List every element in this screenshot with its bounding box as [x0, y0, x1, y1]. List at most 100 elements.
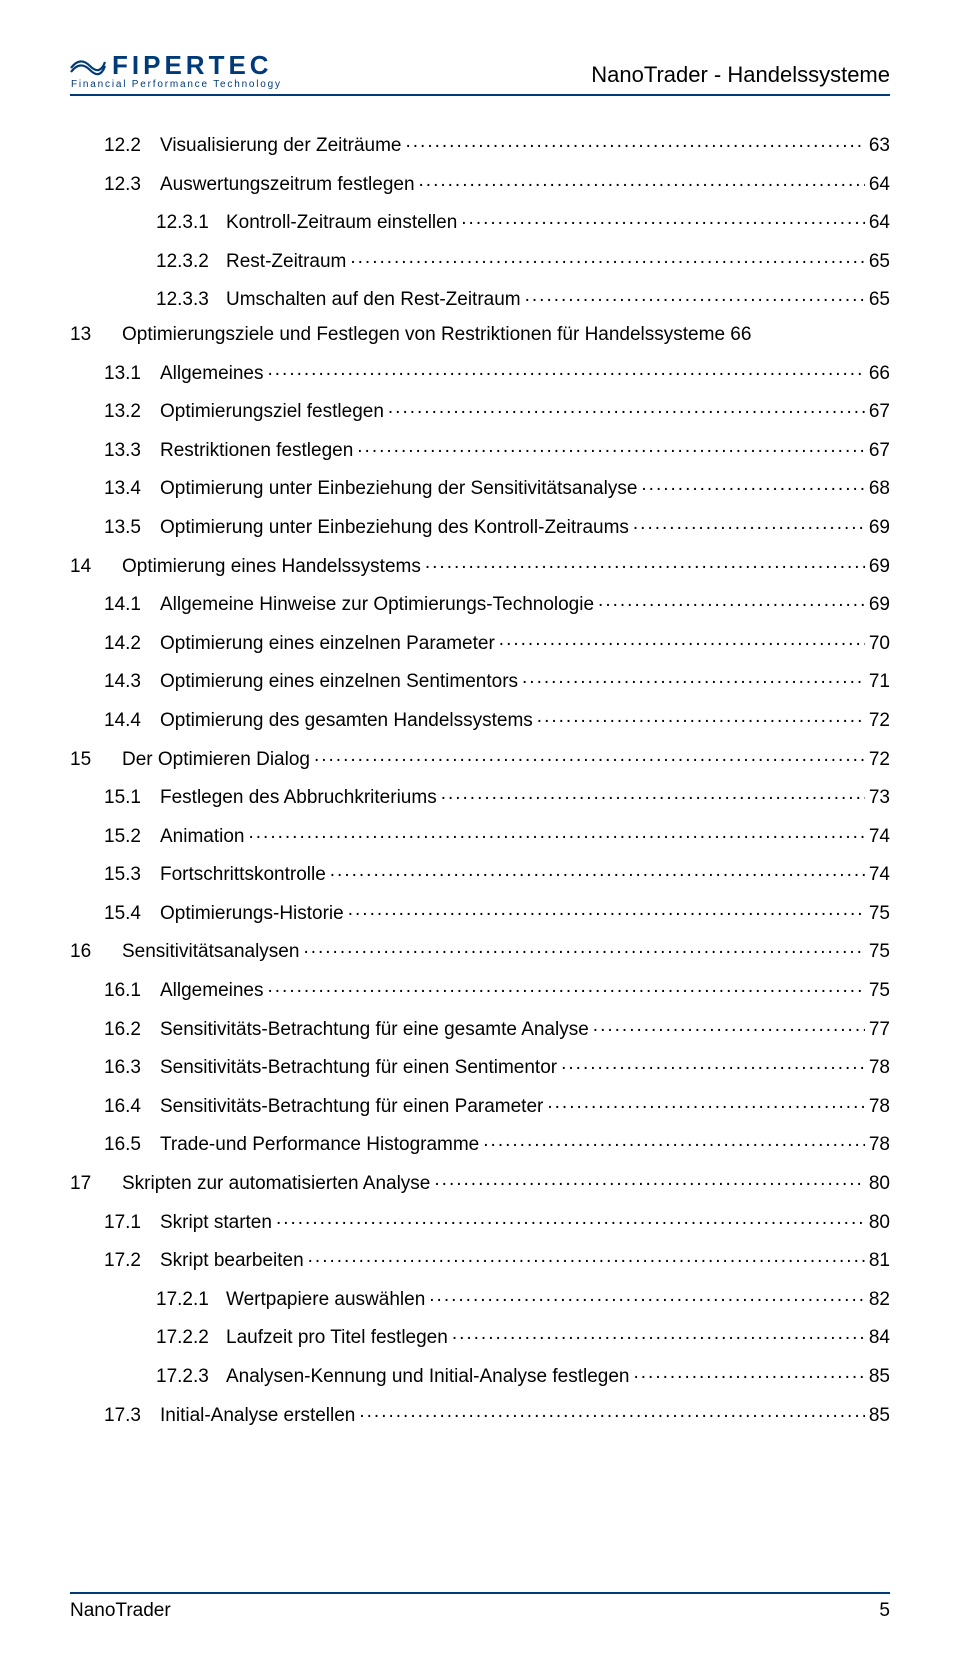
toc-title: Trade-und Performance Histogramme [160, 1135, 479, 1154]
toc-leader-dots [268, 977, 865, 996]
toc-entry[interactable]: 17.2.1Wertpapiere auswählen82 [70, 1286, 890, 1309]
toc-leader-dots [499, 630, 865, 649]
toc-number: 15.3 [104, 865, 160, 884]
toc-page: 75 [869, 942, 890, 961]
toc-page: 73 [869, 788, 890, 807]
toc-leader-dots [633, 514, 865, 533]
toc-leader-dots [425, 553, 865, 572]
toc-entry[interactable]: 12.3.3Umschalten auf den Rest-Zeitraum65 [70, 286, 890, 309]
toc-entry[interactable]: 13.1Allgemeines66 [70, 360, 890, 383]
toc-page: 71 [869, 672, 890, 691]
toc-leader-dots [348, 900, 865, 919]
toc-leader-dots [441, 784, 865, 803]
toc-entry[interactable]: 12.2Visualisierung der Zeiträume63 [70, 132, 890, 155]
toc-leader-dots [634, 1363, 865, 1382]
toc-entry[interactable]: 15.4Optimierungs-Historie75 [70, 900, 890, 923]
toc-number: 13.4 [104, 479, 160, 498]
toc-page: 65 [869, 252, 890, 271]
toc-entry[interactable]: 17Skripten zur automatisierten Analyse80 [70, 1170, 890, 1193]
toc-title: Skript starten [160, 1213, 272, 1232]
toc-entry[interactable]: 13.5Optimierung unter Einbeziehung des K… [70, 514, 890, 537]
toc-page: 78 [869, 1058, 890, 1077]
toc-entry[interactable]: 12.3Auswertungszeitrum festlegen64 [70, 171, 890, 194]
toc-entry[interactable]: 16.4Sensitivitäts-Betrachtung für einen … [70, 1093, 890, 1116]
page-header: FIPERTEC Financial Performance Technolog… [70, 52, 890, 96]
toc-number: 13.1 [104, 364, 160, 383]
toc-leader-dots [268, 360, 865, 379]
toc-title: Fortschrittskontrolle [160, 865, 326, 884]
toc-entry[interactable]: 13Optimierungsziele und Festlegen von Re… [70, 325, 890, 344]
toc-entry[interactable]: 14.2Optimierung eines einzelnen Paramete… [70, 630, 890, 653]
toc-entry[interactable]: 16Sensitivitätsanalysen75 [70, 938, 890, 961]
toc-leader-dots [461, 209, 865, 228]
toc-page: 72 [869, 711, 890, 730]
toc-leader-dots [357, 437, 865, 456]
toc-title: Allgemeines [160, 364, 264, 383]
toc-page: 63 [869, 136, 890, 155]
toc-leader-dots [598, 591, 865, 610]
toc-entry[interactable]: 17.2.2Laufzeit pro Titel festlegen84 [70, 1324, 890, 1347]
toc-number: 17.2.3 [156, 1367, 226, 1386]
toc-leader-dots [308, 1247, 865, 1266]
toc-entry[interactable]: 15Der Optimieren Dialog72 [70, 746, 890, 769]
toc-entry[interactable]: 14Optimierung eines Handelssystems69 [70, 553, 890, 576]
toc-entry[interactable]: 15.2Animation74 [70, 823, 890, 846]
toc-entry[interactable]: 13.3Restriktionen festlegen67 [70, 437, 890, 460]
toc-number: 12.3.3 [156, 290, 226, 309]
toc-title: Der Optimieren Dialog [122, 750, 310, 769]
toc-entry[interactable]: 17.1Skript starten80 [70, 1209, 890, 1232]
toc-title: Restriktionen festlegen [160, 441, 353, 460]
toc-entry[interactable]: 12.3.2Rest-Zeitraum65 [70, 248, 890, 271]
toc-entry[interactable]: 17.2Skript bearbeiten81 [70, 1247, 890, 1270]
footer-page-number: 5 [879, 1600, 890, 1622]
toc-number: 14.1 [104, 595, 160, 614]
toc-number: 13 [70, 325, 122, 344]
toc-entry[interactable]: 16.3Sensitivitäts-Betrachtung für einen … [70, 1054, 890, 1077]
toc-leader-dots [561, 1054, 865, 1073]
toc-title: Initial-Analyse erstellen [160, 1406, 355, 1425]
toc-leader-dots [276, 1209, 865, 1228]
toc-number: 15.2 [104, 827, 160, 846]
toc-number: 14 [70, 557, 122, 576]
toc-entry[interactable]: 14.1Allgemeine Hinweise zur Optimierungs… [70, 591, 890, 614]
toc-number: 15.1 [104, 788, 160, 807]
toc-entry[interactable]: 15.3Fortschrittskontrolle74 [70, 861, 890, 884]
toc-entry[interactable]: 14.3Optimierung eines einzelnen Sentimen… [70, 668, 890, 691]
toc-number: 14.3 [104, 672, 160, 691]
logo-subtitle: Financial Performance Technology [71, 80, 282, 90]
toc-title: Sensitivitätsanalysen [122, 942, 299, 961]
toc-number: 14.2 [104, 634, 160, 653]
toc-title: Analysen-Kennung und Initial-Analyse fes… [226, 1367, 630, 1386]
toc-title: Laufzeit pro Titel festlegen [226, 1328, 448, 1347]
toc-entry[interactable]: 13.4Optimierung unter Einbeziehung der S… [70, 475, 890, 498]
table-of-contents: 12.2Visualisierung der Zeiträume63 12.3Au… [70, 132, 890, 1425]
toc-title: Allgemeine Hinweise zur Optimierungs-Tec… [160, 595, 594, 614]
document-title: NanoTrader - Handelssysteme [591, 62, 890, 90]
toc-number: 17.2.1 [156, 1290, 226, 1309]
toc-entry[interactable]: 13.2Optimierungsziel festlegen67 [70, 398, 890, 421]
toc-page: 75 [869, 981, 890, 1000]
toc-leader-dots [303, 938, 864, 957]
toc-page: 78 [869, 1135, 890, 1154]
toc-entry[interactable]: 16.2Sensitivitäts-Betrachtung für eine g… [70, 1016, 890, 1039]
toc-number: 12.2 [104, 136, 160, 155]
toc-entry[interactable]: 12.3.1Kontroll-Zeitraum einstellen64 [70, 209, 890, 232]
toc-page: 80 [869, 1213, 890, 1232]
toc-page: 69 [869, 595, 890, 614]
toc-number: 12.3 [104, 175, 160, 194]
toc-page: 65 [869, 290, 890, 309]
toc-entry[interactable]: 14.4Optimierung des gesamten Handelssyst… [70, 707, 890, 730]
toc-title: Animation [160, 827, 245, 846]
footer-left: NanoTrader [70, 1600, 171, 1622]
toc-entry[interactable]: 17.2.3Analysen-Kennung und Initial-Analy… [70, 1363, 890, 1386]
toc-entry[interactable]: 15.1Festlegen des Abbruchkriteriums73 [70, 784, 890, 807]
toc-entry[interactable]: 16.1Allgemeines75 [70, 977, 890, 1000]
toc-title: Optimierung eines einzelnen Sentimentors [160, 672, 518, 691]
toc-page: 81 [869, 1251, 890, 1270]
toc-entry[interactable]: 17.3Initial-Analyse erstellen85 [70, 1402, 890, 1425]
toc-title: Optimierungsziel festlegen [160, 402, 384, 421]
toc-number: 17.2 [104, 1251, 160, 1270]
toc-leader-dots [641, 475, 864, 494]
toc-page: 84 [869, 1328, 890, 1347]
toc-entry[interactable]: 16.5Trade-und Performance Histogramme78 [70, 1131, 890, 1154]
